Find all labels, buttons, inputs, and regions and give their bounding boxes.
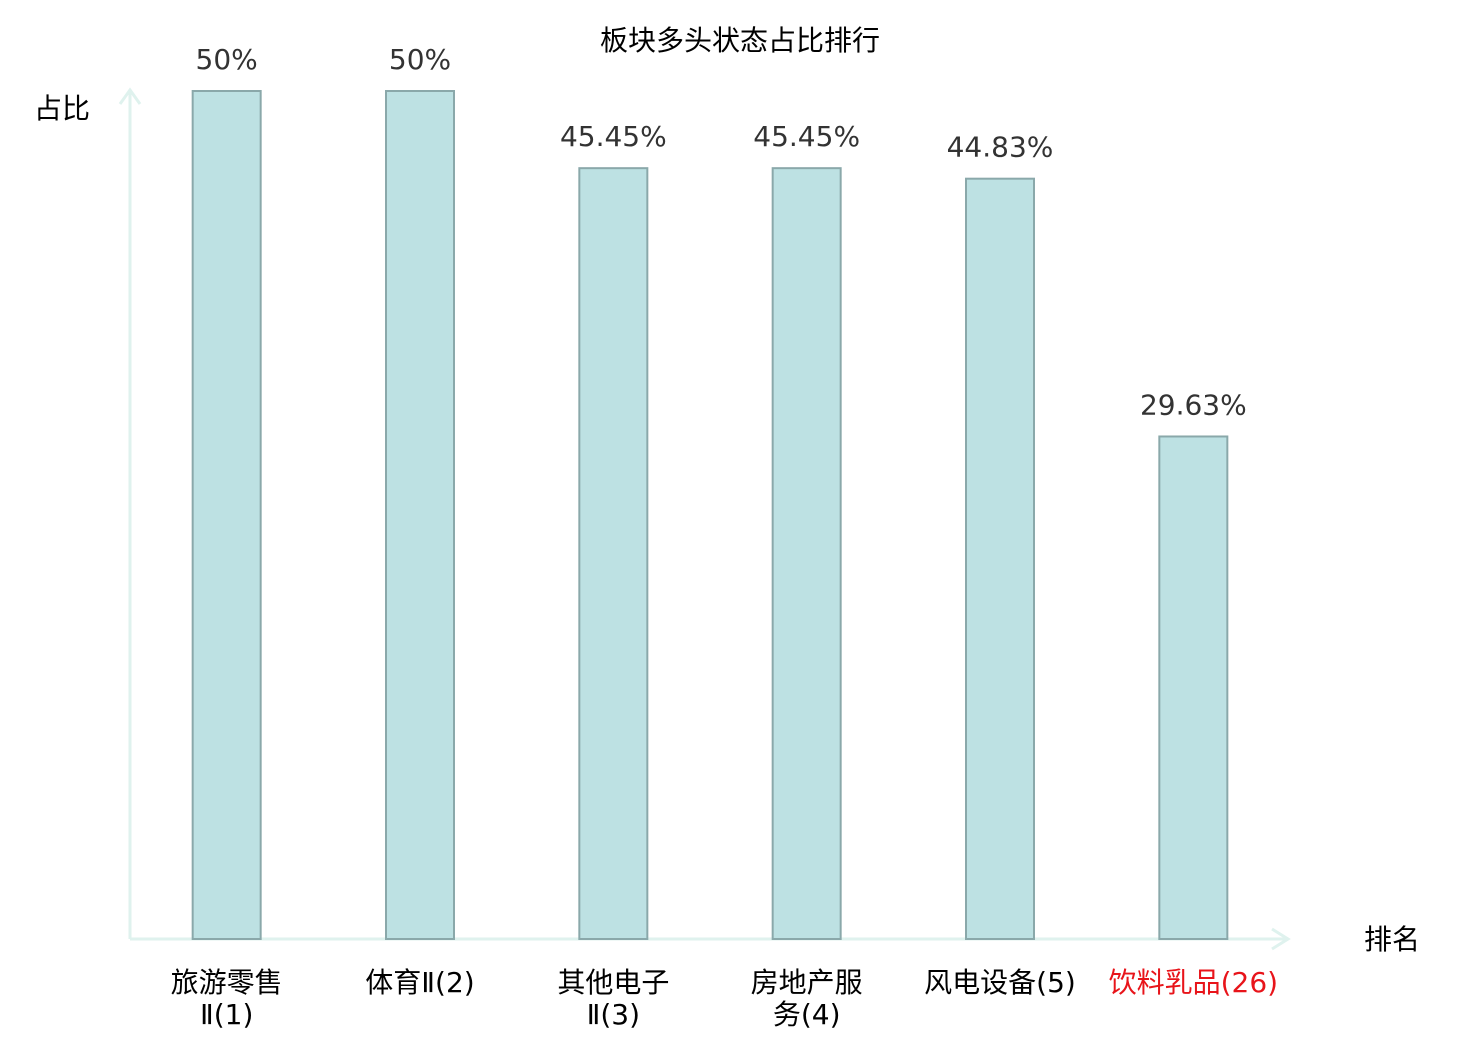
x-tick-label: 体育Ⅱ(2) <box>365 966 474 999</box>
bar <box>191 90 262 940</box>
value-label: 29.63% <box>1140 388 1247 421</box>
value-label: 45.45% <box>753 120 860 153</box>
x-arrow <box>1271 927 1291 951</box>
bar <box>385 90 455 940</box>
value-label: 50% <box>196 43 258 76</box>
x-tick-label: Ⅱ(1) <box>200 998 253 1031</box>
value-label: 44.83% <box>947 131 1054 164</box>
x-tick-label: 旅游零售 <box>171 966 283 999</box>
x-tick-label: 务(4) <box>773 998 841 1031</box>
bar <box>965 177 1035 940</box>
x-tick-label: Ⅱ(3) <box>587 998 640 1031</box>
x-tick-label: 房地产服 <box>751 966 863 999</box>
bar <box>1158 435 1229 940</box>
x-axis-label: 排名 <box>1364 923 1420 956</box>
x-tick-label: 其他电子 <box>557 966 669 999</box>
axes <box>118 87 1291 951</box>
x-tick-label: 饮料乳品(26) <box>1109 966 1278 999</box>
y-axis-label: 占比 <box>34 92 90 125</box>
value-label: 50% <box>389 43 451 76</box>
bar <box>771 167 842 940</box>
x-tick-label: 风电设备(5) <box>924 966 1076 999</box>
chart-title: 板块多头状态占比排行 <box>600 24 880 57</box>
y-arrow <box>118 87 142 105</box>
value-label: 45.45% <box>560 120 667 153</box>
bar <box>578 167 649 940</box>
